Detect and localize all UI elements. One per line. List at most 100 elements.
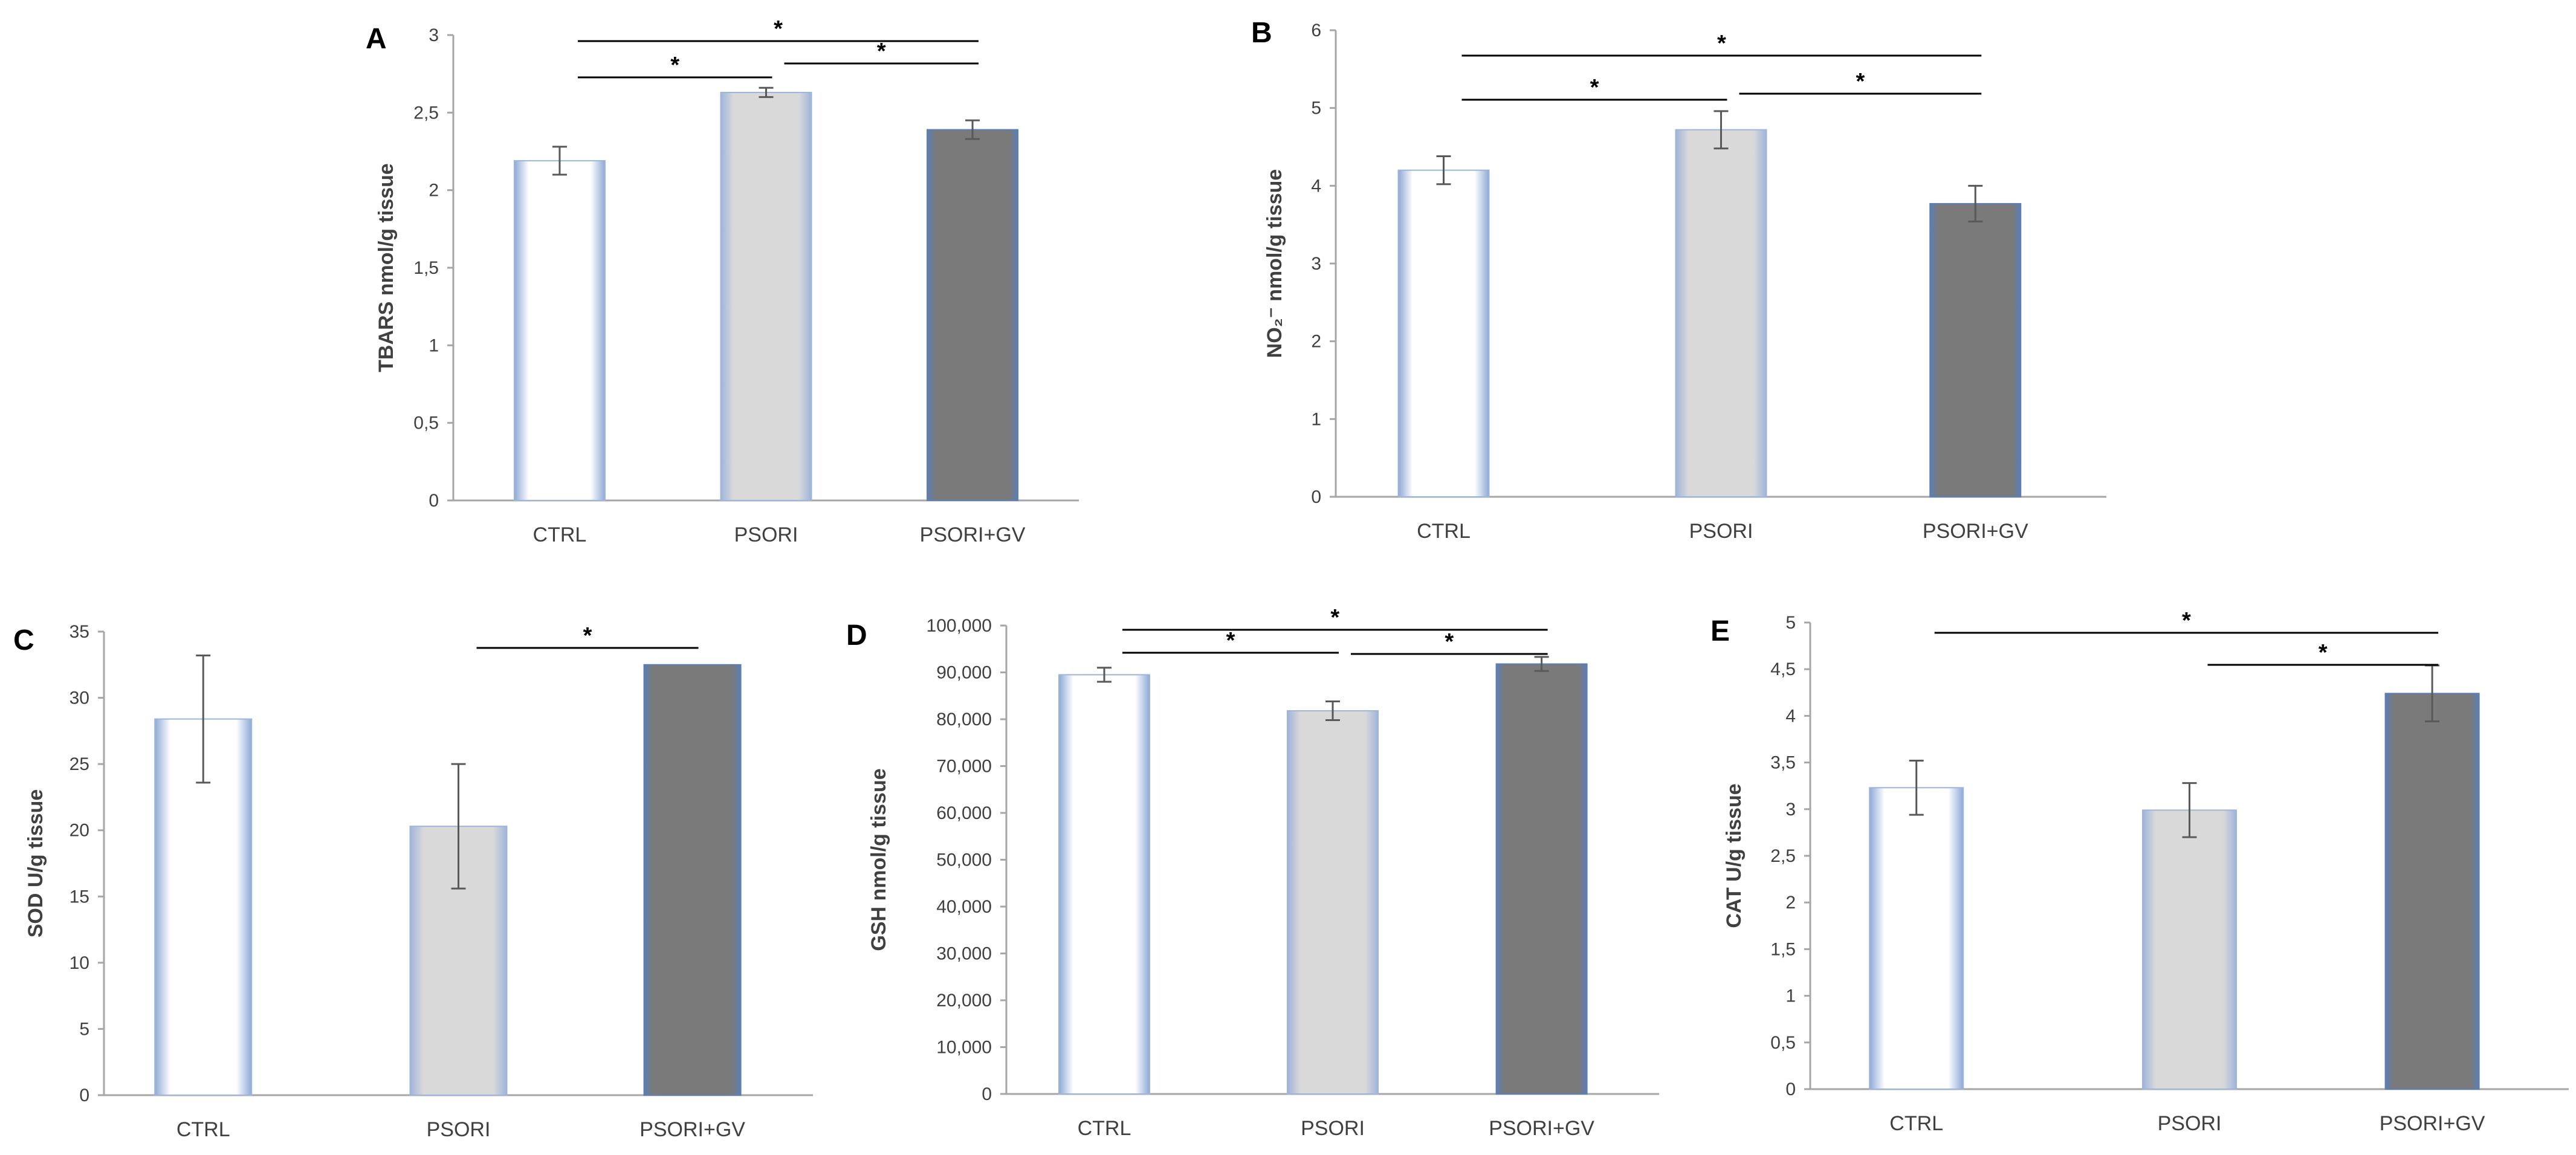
- y-tick-label: 2: [429, 181, 439, 201]
- x-tick-label: CTRL: [1078, 1117, 1131, 1140]
- y-tick-label: 0: [982, 1084, 992, 1104]
- y-tick-label: 25: [70, 754, 89, 774]
- significance-star: *: [1590, 75, 1599, 100]
- y-axis-title: NO₂⁻ nmol/g tissue: [1263, 169, 1286, 358]
- y-tick-label: 30: [70, 688, 89, 708]
- y-tick-label: 2: [1785, 893, 1796, 913]
- x-tick-label: PSORI+GV: [2380, 1112, 2485, 1135]
- y-tick-label: 3: [429, 25, 439, 45]
- bar-ctrl: [1869, 787, 1964, 1090]
- y-tick-label: 5: [1785, 613, 1796, 633]
- bar-ctrl: [513, 160, 606, 501]
- y-tick-label: 1,5: [413, 258, 439, 278]
- bar-ctrl: [1058, 674, 1150, 1095]
- x-tick-label: PSORI: [1301, 1117, 1365, 1140]
- y-tick-label: 60,000: [936, 803, 992, 823]
- y-tick-label: 20,000: [936, 991, 992, 1011]
- x-tick-label: PSORI+GV: [1489, 1117, 1594, 1140]
- significance-star: *: [2182, 608, 2191, 633]
- y-tick-label: 50,000: [936, 850, 992, 870]
- y-tick-label: 0,5: [413, 413, 439, 433]
- y-tick-label: 0,5: [1770, 1033, 1796, 1053]
- y-tick-label: 4: [1785, 706, 1796, 726]
- y-tick-label: 15: [70, 887, 89, 907]
- y-tick-label: 2,5: [413, 103, 439, 123]
- y-tick-label: 80,000: [936, 710, 992, 730]
- significance-star: *: [1330, 605, 1339, 630]
- y-tick-label: 6: [1311, 21, 1321, 40]
- y-tick-label: 2,5: [1770, 846, 1796, 866]
- y-tick-label: 4,5: [1770, 659, 1796, 679]
- y-tick-label: 10: [70, 953, 89, 973]
- significance-star: *: [774, 16, 783, 42]
- significance-star: *: [1445, 629, 1454, 655]
- bar-psori: [2142, 809, 2237, 1090]
- x-tick-label: PSORI+GV: [639, 1118, 745, 1141]
- chart-panel-c: C 0 5 10 15 20 25 30 35 SOD U/g tissue CTRL PSORI PS…: [13, 622, 813, 1141]
- x-tick-label: PSORI+GV: [920, 523, 1026, 546]
- chart-panel-e: E 0 0,5 1 1,5 2 2,5 3 3,5 4 4,5 5 CAT U/g tissue CTRL…: [1710, 608, 2569, 1135]
- y-tick-label: 2: [1311, 332, 1321, 352]
- y-tick-label: 70,000: [936, 757, 992, 777]
- y-tick-label: 90,000: [936, 663, 992, 683]
- significance-star: *: [1226, 628, 1235, 653]
- y-tick-label: 20: [70, 821, 89, 841]
- panel-letter: E: [1710, 615, 1730, 647]
- significance-star: *: [583, 623, 592, 649]
- significance-star: *: [2319, 640, 2328, 665]
- chart-panel-a: A 0 0,5 1 1,5 2 2,5 3 TBARS nmol/g tissue CTRL PSO…: [366, 16, 1079, 546]
- significance-star: *: [670, 53, 679, 78]
- bar-psori-gv: [1495, 663, 1588, 1095]
- y-axis-title: CAT U/g tissue: [1723, 783, 1746, 928]
- y-tick-label: 35: [70, 622, 89, 642]
- y-tick-label: 1: [1311, 409, 1321, 429]
- bar-psori: [720, 91, 812, 501]
- y-tick-label: 0: [1785, 1079, 1796, 1099]
- y-tick-label: 3: [1785, 800, 1796, 820]
- significance-star: *: [1717, 31, 1726, 56]
- x-tick-label: CTRL: [1417, 520, 1471, 543]
- y-tick-label: 100,000: [927, 616, 992, 636]
- panel-letter: A: [366, 23, 387, 55]
- y-axis-title: SOD U/g tissue: [24, 789, 47, 938]
- y-tick-label: 5: [79, 1019, 89, 1039]
- y-tick-label: 0: [1311, 487, 1321, 507]
- bar-psori-gv: [1929, 202, 2022, 497]
- bar-psori-gv: [2384, 693, 2480, 1090]
- bar-psori: [1675, 129, 1767, 497]
- y-tick-label: 4: [1311, 176, 1321, 196]
- panel-letter: B: [1251, 17, 1272, 49]
- y-tick-label: 3,5: [1770, 753, 1796, 773]
- bar-ctrl: [1397, 169, 1490, 498]
- chart-panel-d: D 0 10,000 20,000 30,000 40,000 50,000 60,000 70…: [846, 605, 1659, 1140]
- y-tick-label: 10,000: [936, 1038, 992, 1058]
- x-tick-label: CTRL: [533, 523, 587, 546]
- bar-psori: [1287, 710, 1379, 1095]
- bar-psori-gv: [643, 664, 742, 1096]
- y-axis-title: TBARS nmol/g tissue: [375, 163, 398, 372]
- y-tick-label: 0: [79, 1085, 89, 1105]
- x-tick-label: PSORI: [734, 523, 798, 546]
- y-axis-title: GSH nmol/g tissue: [867, 768, 890, 951]
- y-tick-label: 0: [429, 491, 439, 511]
- bar-psori-gv: [927, 129, 1019, 502]
- x-tick-label: PSORI: [2158, 1112, 2222, 1135]
- y-tick-label: 3: [1311, 254, 1321, 274]
- x-tick-label: PSORI: [427, 1118, 491, 1141]
- x-tick-label: CTRL: [176, 1118, 230, 1141]
- y-tick-label: 5: [1311, 99, 1321, 118]
- x-tick-label: PSORI: [1689, 520, 1753, 543]
- panel-letter: C: [13, 624, 34, 656]
- significance-star: *: [1856, 69, 1865, 94]
- panel-letter: D: [846, 620, 867, 652]
- y-tick-label: 1: [429, 335, 439, 355]
- y-tick-label: 1: [1785, 986, 1796, 1006]
- significance-star: *: [877, 39, 886, 64]
- y-tick-label: 1,5: [1770, 939, 1796, 959]
- y-tick-label: 40,000: [936, 897, 992, 917]
- y-tick-label: 30,000: [936, 944, 992, 964]
- chart-panel-b: B 0 1 2 3 4 5 6 NO₂⁻ nmol/g tissue CTRL PSORI PSORI…: [1251, 17, 2106, 543]
- x-tick-label: PSORI+GV: [1923, 520, 2028, 543]
- x-tick-label: CTRL: [1889, 1112, 1943, 1135]
